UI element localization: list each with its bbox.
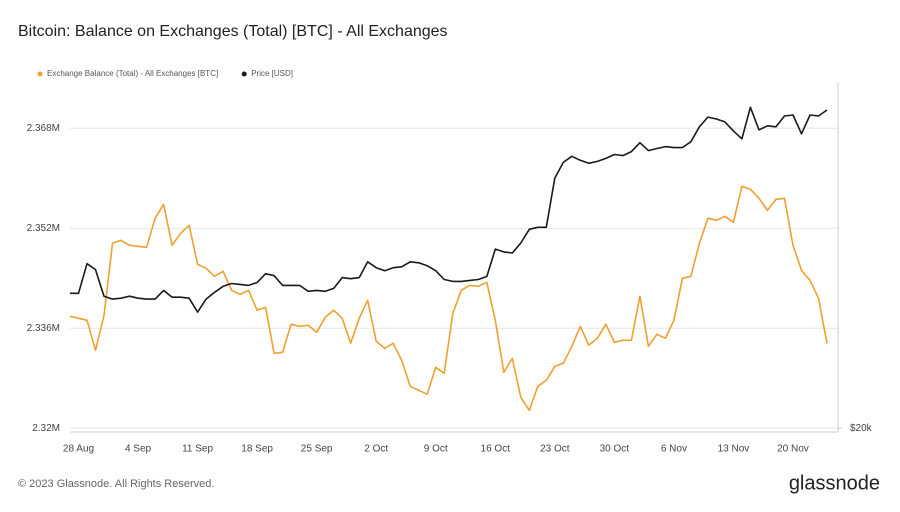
series-line (70, 106, 828, 313)
x-tick-label: 13 Nov (718, 444, 750, 455)
series-line (69, 185, 828, 412)
x-tick-label: 25 Sep (301, 444, 333, 455)
y2-tick-label: $20k (850, 423, 873, 434)
y-tick-label: 2.368M (27, 123, 60, 134)
x-tick-label: 6 Nov (661, 444, 687, 455)
y-tick-label: 2.32M (32, 423, 60, 434)
x-tick-label: 23 Oct (540, 444, 570, 455)
x-tick-label: 18 Sep (241, 444, 273, 455)
x-tick-label: 28 Aug (63, 444, 94, 455)
footer: © 2023 Glassnode. All Rights Reserved. (18, 478, 214, 490)
x-tick-label: 30 Oct (600, 444, 630, 455)
legend-swatch (37, 71, 43, 77)
x-tick-label: 4 Sep (125, 444, 152, 455)
y-tick-label: 2.336M (27, 323, 60, 334)
legend-swatch (241, 71, 247, 77)
x-tick-label: 9 Oct (424, 444, 448, 455)
legend-label: Price [USD] (251, 69, 293, 78)
chart-title: Bitcoin: Balance on Exchanges (Total) [B… (18, 23, 448, 40)
y-tick-label: 2.352M (27, 223, 60, 234)
legend-label: Exchange Balance (Total) - All Exchanges… (47, 69, 218, 78)
x-tick-label: 20 Nov (777, 444, 809, 455)
brand-logo: glassnode (789, 472, 880, 494)
x-tick-label: 16 Oct (481, 444, 511, 455)
x-tick-label: 11 Sep (182, 444, 213, 455)
x-tick-label: 2 Oct (364, 444, 388, 455)
